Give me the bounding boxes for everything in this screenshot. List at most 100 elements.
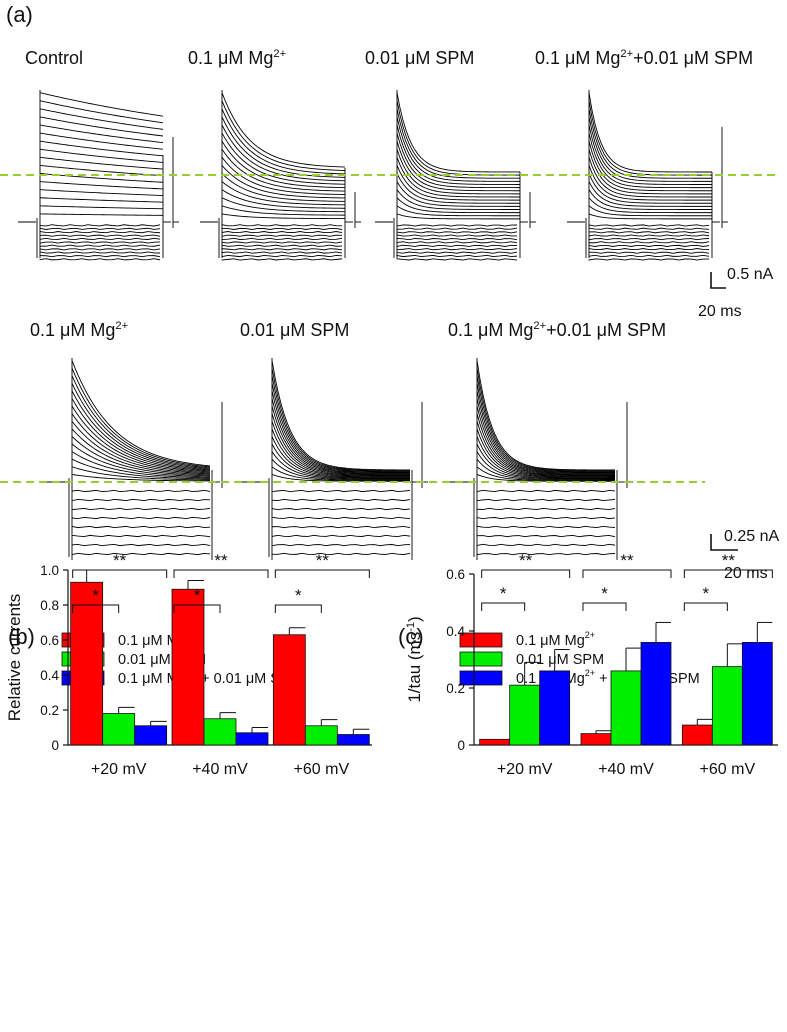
trace-row1-1-inward-9 (221, 254, 343, 258)
trace-row2-1-outward-7 (271, 421, 411, 477)
trace-row2-1-outward-15 (271, 360, 411, 471)
legend-label-1: 0.01 μM SPM (516, 652, 604, 668)
trace-row2-2-outward-14 (476, 367, 616, 472)
trace-row1-1-outward-9 (221, 140, 346, 189)
trace-row1-1-inward-7 (221, 248, 343, 251)
trace-row1-3-outward-8 (588, 149, 712, 195)
trace-row1-3-inward-3 (588, 234, 710, 237)
trace-row1-2-outward-2 (396, 197, 521, 214)
trace-row1-1-outward-1 (221, 205, 346, 216)
y-axis-label-sup: -1 (405, 622, 417, 632)
trace-row1-2-inward-4 (396, 237, 518, 241)
sig-double-2-bracket (683, 569, 773, 578)
trace-row1-1-outward-13 (221, 108, 346, 175)
trace-row2-0-inward-1 (71, 498, 211, 502)
trace-row1-0-outward-10 (39, 132, 164, 150)
trace-row1-3-inward-1 (588, 227, 710, 230)
trace-row1-1-outward-15 (221, 92, 346, 168)
trace-row1-2-inward-5 (396, 241, 518, 244)
trace-row2-0-inward-2 (71, 507, 211, 511)
row1-title-3-tail: +0.01 μM SPM (633, 48, 753, 68)
sig-single-1-bracket (173, 604, 221, 613)
sig-single-2-label: * (295, 586, 302, 605)
trace-row2-0-outward-5 (71, 436, 211, 477)
trace-row2-2-outward-3 (476, 451, 616, 480)
sig-single-0-bracket (72, 604, 120, 613)
trace-row2-1-outward-8 (271, 413, 411, 476)
sig-single-2-bracket (274, 604, 322, 613)
sig-single-0-label: * (500, 584, 507, 603)
trace-row1-3-outward-3 (588, 189, 712, 210)
trace-row1-3-inward-10 (588, 258, 710, 261)
trace-row1-1-outward-10 (221, 132, 346, 185)
trace-row2-2-outward-4 (476, 443, 616, 479)
bar-2-0 (134, 725, 168, 746)
trace-row2-0-outward-0 (71, 473, 211, 482)
bar-0-2 (681, 724, 713, 746)
trace-row1-2-outward-8 (396, 149, 521, 195)
trace-row2-2-inward-4 (476, 525, 616, 529)
trace-row2-0-inward-5 (71, 534, 211, 538)
panel-a-letter: (a) (6, 2, 33, 27)
trace-row1-1-outward-4 (221, 181, 346, 206)
sig-double-2-label: ** (722, 551, 736, 570)
trace-row2-1-outward-6 (271, 428, 411, 478)
trace-row2-0-inward-3 (71, 516, 211, 520)
bar-1-0 (102, 713, 136, 746)
trace-row1-0-inward-2 (39, 230, 161, 234)
trace-row1-3-outward-1 (588, 205, 712, 217)
scalebar-row2-current: 0.25 nA (724, 528, 779, 545)
sig-double-0-bracket (481, 569, 571, 578)
legend-label-0: 0.1 μM Mg2+ (516, 630, 595, 649)
trace-row1-1-inward-1 (221, 227, 343, 230)
y-tick-label-3: 0.6 (40, 633, 59, 648)
trace-row1-3-outward-4 (588, 181, 712, 207)
bar-1-2 (304, 725, 338, 746)
trace-row2-2-outward-5 (476, 436, 616, 478)
trace-row1-2-outward-7 (396, 157, 521, 198)
sig-double-0-label: ** (113, 551, 127, 570)
trace-row1-3-inward-7 (588, 247, 710, 251)
trace-row1-2-inward-7 (396, 248, 518, 251)
trace-row1-2-outward-11 (396, 124, 521, 185)
y-tick-label-2: 0.4 (446, 624, 465, 639)
trace-row2-2-inward-7 (476, 553, 616, 556)
bar-2-0 (539, 670, 571, 746)
trace-row1-0-inward-6 (39, 244, 161, 247)
legend-label-2-main: 0.1 μM Mg (118, 671, 187, 687)
trace-row1-0-outward-12 (39, 116, 164, 137)
sig-double-0-bracket (72, 569, 168, 578)
y-tick-label-0: 0 (457, 738, 465, 753)
trace-row2-1-inward-4 (271, 525, 411, 529)
trace-row1-1-inward-2 (221, 231, 343, 234)
bar-1-1 (203, 718, 237, 746)
trace-row1-2-outward-1 (396, 205, 520, 217)
trace-row2-0-inward-6 (71, 543, 211, 547)
legend-label-1-main: 0.01 μM SPM (516, 652, 604, 668)
trace-row2-0-outward-6 (71, 428, 211, 476)
x-tick-label-0: +20 mV (497, 761, 553, 778)
trace-row1-0-outward-14 (39, 100, 164, 124)
row1-title-1-sup: 2+ (273, 48, 286, 60)
trace-row1-0-inward-10 (39, 258, 161, 261)
trace-row1-2-inward-2 (396, 231, 518, 234)
trace-row1-0-inward-7 (39, 248, 161, 251)
trace-row1-0-outward-11 (39, 124, 164, 144)
sig-double-2-label: ** (316, 551, 330, 570)
legend-label-2-sup: 2+ (585, 668, 595, 678)
trace-row1-2 (375, 90, 536, 261)
trace-row2-2-outward-11 (476, 390, 616, 474)
trace-row1-0-outward-5 (39, 173, 164, 183)
trace-row1-2-outward-13 (396, 108, 521, 179)
trace-row2-2-inward-5 (476, 534, 616, 538)
trace-row2-1 (240, 358, 428, 560)
bar-2-1 (235, 732, 269, 746)
trace-row2-2-inward-2 (476, 507, 616, 511)
row2-title-2-sup: 2+ (533, 320, 546, 332)
trace-row1-1-outward-12 (221, 116, 346, 178)
trace-row1-3-outward-13 (588, 108, 713, 179)
trace-row2-2-outward-2 (476, 458, 615, 481)
panel-a-row2-traces (0, 358, 705, 560)
trace-row1-1-outward-6 (221, 165, 346, 199)
trace-row1-0-outward-9 (39, 140, 164, 157)
